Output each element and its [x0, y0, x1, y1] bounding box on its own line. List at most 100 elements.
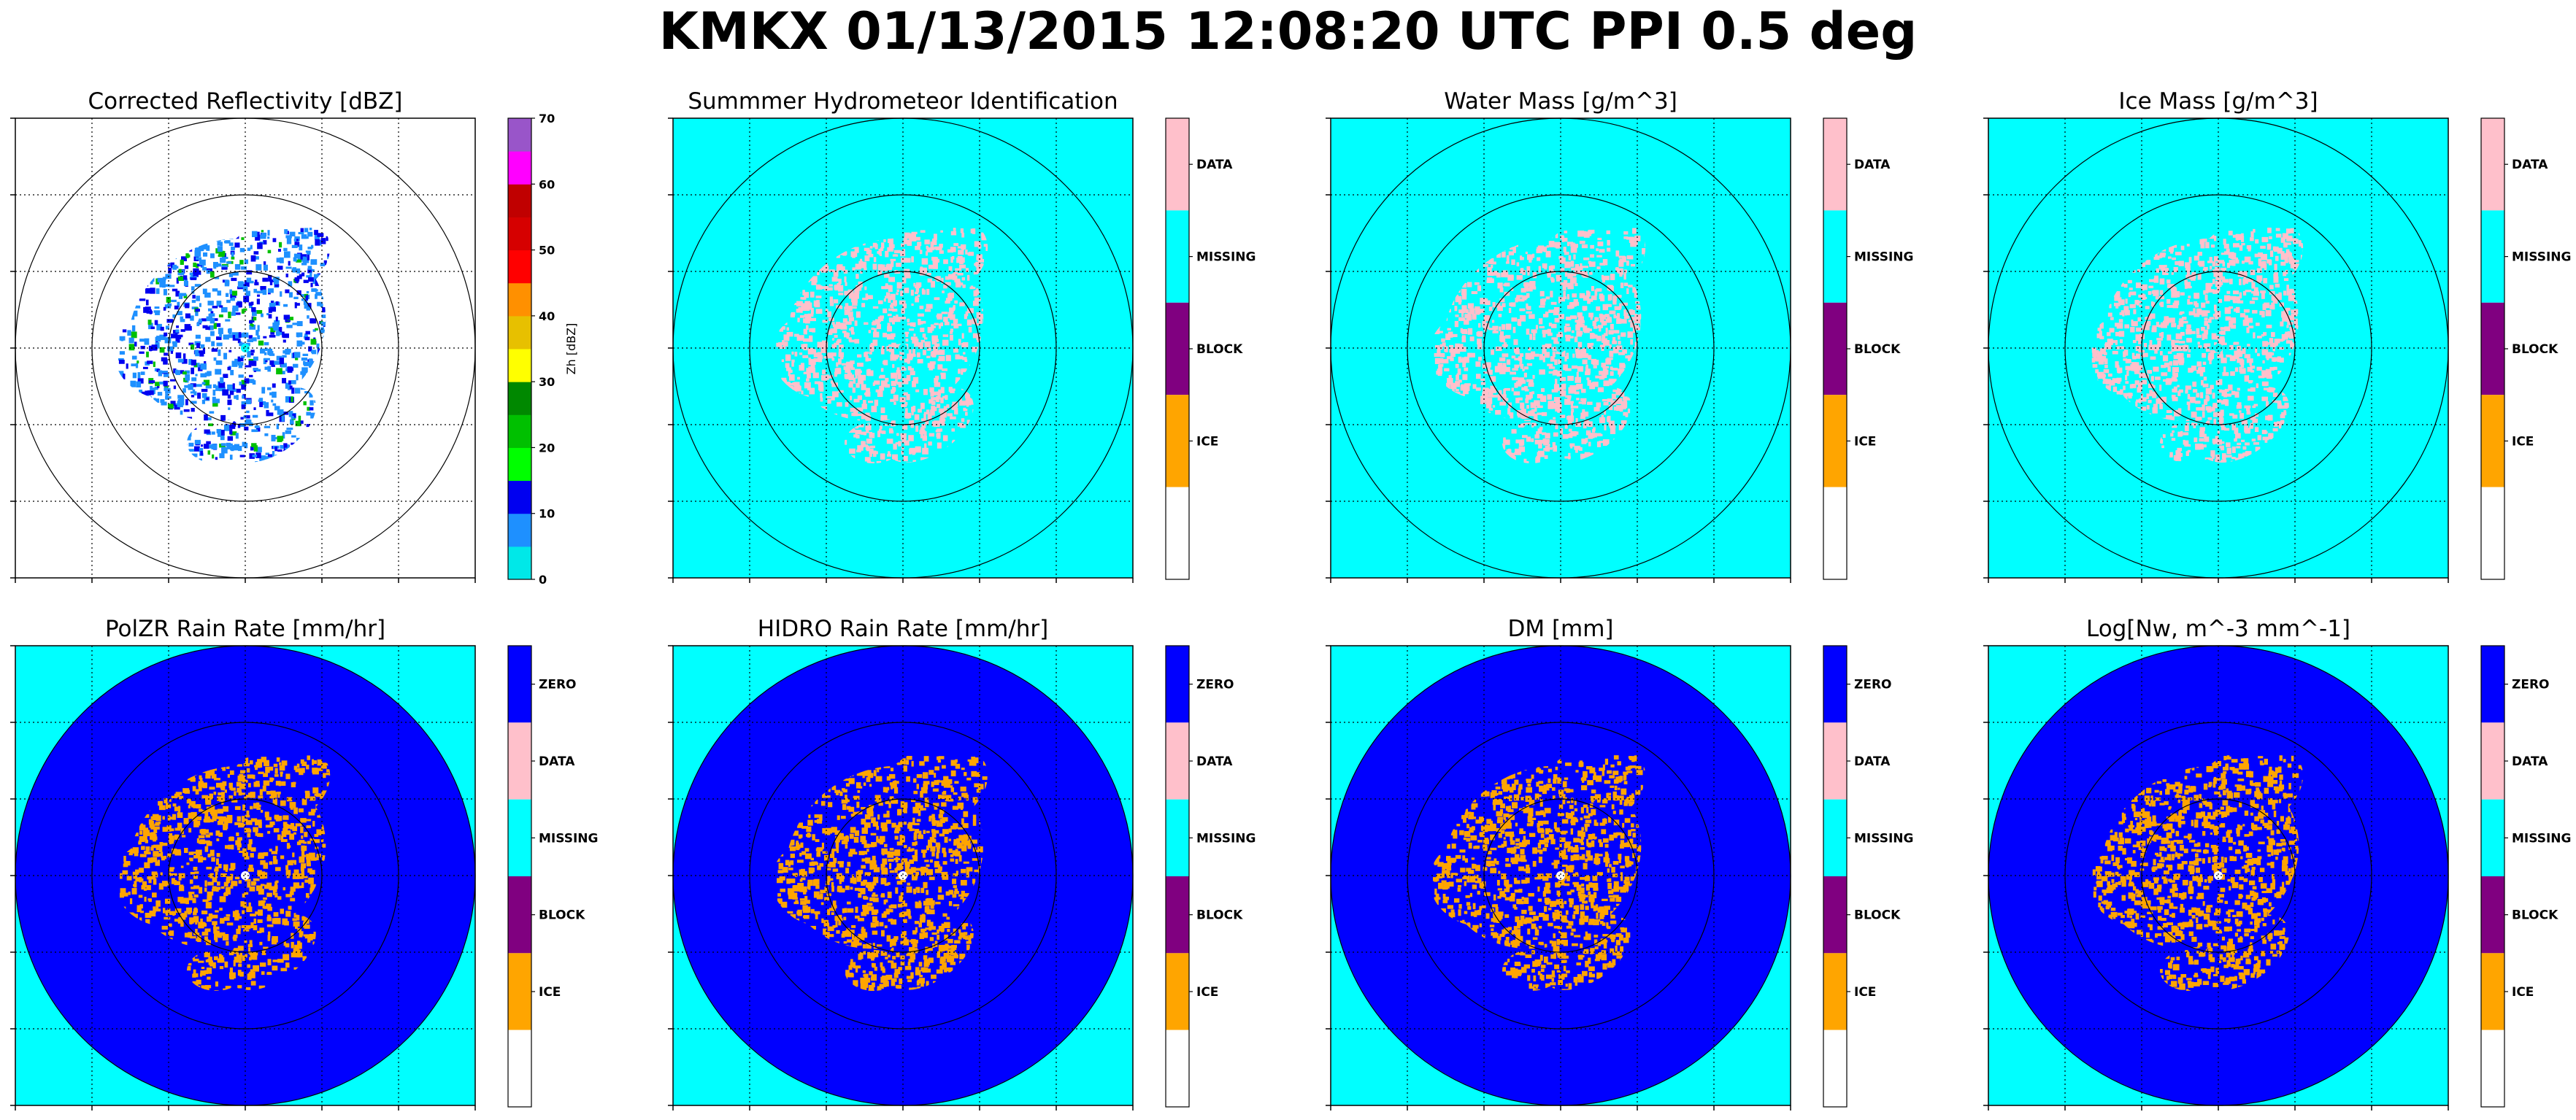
colorbar-segment-missing	[1166, 210, 1189, 303]
colorbar-segment-empty	[508, 1030, 531, 1107]
colorbar-tick-label: 40	[539, 309, 555, 323]
colorbar-segment-empty	[1166, 1030, 1189, 1107]
colorbar-label: ZERO	[1196, 678, 1234, 692]
colorbar-label: DATA	[2512, 158, 2548, 172]
range-ring	[2064, 722, 2372, 1030]
ppi-panel	[1983, 645, 2449, 1111]
range-ring	[1407, 194, 1715, 502]
colorbar-label: MISSING	[2512, 250, 2571, 265]
colorbar-label: ICE	[1196, 985, 1218, 1000]
colorbar-segment	[508, 282, 531, 317]
colorbar: ZERO DATA MISSING BLOCK ICE	[2480, 645, 2571, 1108]
panel-title: Log[Nw, m^-3 mm^-1]	[2085, 616, 2351, 642]
panel-title: Ice Mass [g/m^3]	[2118, 88, 2318, 115]
colorbar-segment-empty	[1166, 487, 1189, 579]
colorbar-tick-label: 60	[539, 177, 555, 191]
colorbar-segment-block	[508, 876, 531, 954]
colorbar-segment-missing	[1166, 799, 1189, 876]
colorbar-segment-block	[1166, 876, 1189, 954]
range-ring	[1483, 271, 1638, 425]
colorbar-label: MISSING	[2512, 831, 2571, 846]
colorbar-label: BLOCK	[1196, 342, 1243, 357]
ppi-panel	[10, 645, 476, 1111]
colorbar-label: BLOCK	[539, 908, 585, 923]
ppi-panel	[10, 117, 476, 583]
colorbar-segment-ice	[508, 953, 531, 1030]
colorbar-label: MISSING	[1196, 250, 1256, 265]
colorbar-segment	[508, 447, 531, 482]
colorbar-label: ICE	[539, 985, 561, 1000]
range-ring	[91, 194, 399, 502]
colorbar-segment-ice	[1166, 395, 1189, 487]
colorbar-frame	[1165, 645, 1190, 1108]
colorbar-frame	[507, 645, 532, 1108]
radar-site	[2214, 871, 2223, 880]
range-ring	[749, 194, 1057, 502]
ppi-panel	[1326, 117, 1791, 583]
radar-site	[241, 871, 250, 880]
colorbar-segment-zero	[1823, 646, 1847, 723]
ppi-panel	[668, 645, 1134, 1111]
colorbar-tick-label: 30	[539, 375, 555, 389]
colorbar-frame	[2480, 117, 2505, 580]
ppi-panel	[1326, 645, 1791, 1111]
colorbar-segment	[508, 217, 531, 251]
colorbar-label: BLOCK	[2512, 908, 2558, 923]
colorbar-segment	[508, 349, 531, 382]
colorbar-segment-block	[2481, 876, 2504, 954]
colorbar-tick-label: 70	[539, 112, 555, 125]
range-ring	[2141, 271, 2296, 425]
colorbar-segment-missing	[1823, 799, 1847, 876]
range-ring	[2064, 194, 2372, 502]
colorbar-frame	[507, 117, 532, 580]
colorbar-segment-block	[1823, 302, 1847, 395]
radar-site	[1556, 871, 1565, 880]
colorbar-segment-missing	[2481, 799, 2504, 876]
colorbar: DATA MISSING BLOCK ICE	[1165, 117, 1256, 580]
colorbar-label: ICE	[2512, 985, 2534, 1000]
radar-site	[2214, 344, 2223, 352]
colorbar-label: BLOCK	[1854, 908, 1901, 923]
colorbar-segment-data	[1166, 722, 1189, 800]
colorbar: 0 10 20 30 40 50 60 70 Zh [dBZ]	[507, 112, 578, 587]
colorbar-segment-ice	[1166, 953, 1189, 1030]
colorbar-segment-data	[1823, 722, 1847, 800]
colorbar-label: DATA	[1854, 158, 1891, 172]
colorbar-tick-label: 0	[539, 573, 547, 587]
colorbar-segment	[508, 382, 531, 415]
colorbar-segment	[508, 414, 531, 448]
colorbar-segment-empty	[2481, 1030, 2504, 1107]
colorbar-label: ICE	[1854, 434, 1876, 449]
colorbar-segment-block	[1166, 302, 1189, 395]
colorbar-label: BLOCK	[2512, 342, 2558, 357]
radar-site	[1556, 344, 1565, 352]
colorbar-tick-label: 10	[539, 507, 555, 521]
colorbar-segment-missing	[1823, 210, 1847, 303]
colorbar-segment-ice	[1823, 395, 1847, 487]
colorbar-segment-data	[2481, 118, 2504, 211]
range-ring	[168, 798, 323, 953]
range-ring	[826, 798, 980, 953]
radar-site	[241, 344, 250, 352]
range-ring	[1483, 798, 1638, 953]
colorbar-segment-ice	[2481, 953, 2504, 1030]
colorbar-label: ZERO	[2512, 678, 2549, 692]
colorbar: DATA MISSING BLOCK ICE	[2480, 117, 2571, 580]
colorbar-frame	[1823, 645, 1848, 1108]
colorbar-segment-data	[508, 722, 531, 800]
colorbar-segment	[508, 546, 531, 580]
colorbar-segment	[508, 513, 531, 547]
panel-title: Corrected Reflectivity [dBZ]	[88, 88, 403, 115]
colorbar-tick-label: 50	[539, 244, 555, 258]
colorbar-label: BLOCK	[1196, 908, 1243, 923]
colorbar-segment-empty	[1823, 1030, 1847, 1107]
ppi-panel	[668, 117, 1134, 583]
range-ring	[2141, 798, 2296, 953]
range-ring	[826, 271, 980, 425]
colorbar-label: MISSING	[1854, 831, 1913, 846]
colorbar: DATA MISSING BLOCK ICE	[1823, 117, 1913, 580]
colorbar-segment-data	[1823, 118, 1847, 211]
colorbar-label: BLOCK	[1854, 342, 1901, 357]
range-ring	[91, 722, 399, 1030]
colorbar-label: ICE	[1854, 985, 1876, 1000]
